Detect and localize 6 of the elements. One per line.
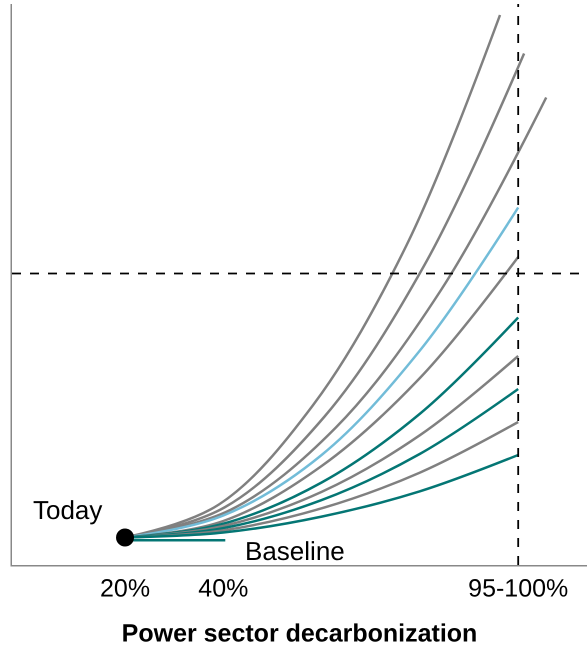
x-tick-label: 20% xyxy=(100,574,150,602)
annotation: Today xyxy=(33,495,102,525)
x-tick-label: 40% xyxy=(198,574,248,602)
annotation: Baseline xyxy=(245,536,345,566)
x-tick-label: 95-100% xyxy=(468,574,568,602)
x-axis-title: Power sector decarbonization xyxy=(122,619,478,648)
